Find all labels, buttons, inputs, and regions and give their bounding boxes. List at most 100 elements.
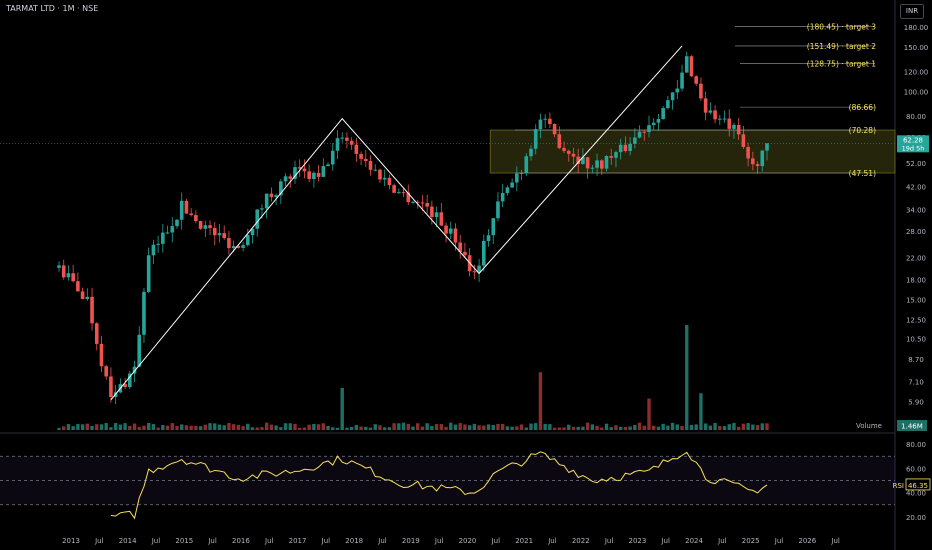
volume-bar	[416, 423, 420, 430]
volume-bar	[552, 427, 557, 430]
volume-bar	[633, 424, 637, 430]
time-tick-label: Jul	[377, 537, 387, 545]
volume-bar	[571, 426, 576, 430]
rsi-tick-label: 60.00	[906, 465, 926, 473]
price-tick-label: 10.50	[906, 335, 926, 343]
volume-bar	[751, 424, 755, 430]
candle	[519, 172, 524, 174]
time-tick-label: Jul	[717, 537, 727, 545]
candle	[151, 244, 156, 256]
volume-bar	[590, 424, 595, 430]
volume-bar	[467, 425, 472, 430]
volume-bar	[189, 425, 193, 430]
volume-bar	[722, 426, 727, 430]
candle	[66, 273, 71, 278]
candle	[609, 156, 614, 158]
candle	[566, 150, 571, 154]
volume-bar	[755, 425, 760, 430]
candle	[316, 172, 321, 177]
level-label: (47.51)	[849, 169, 876, 178]
candle	[656, 119, 661, 123]
volume-bar	[576, 426, 580, 430]
price-tick-label: 18.00	[906, 276, 926, 284]
volume-bar	[486, 424, 491, 430]
price-tick-label: 12.50	[906, 316, 926, 324]
volume-bar	[180, 424, 184, 430]
price-tick-label: 28.00	[906, 228, 926, 236]
candle	[590, 167, 595, 169]
volume-bar	[331, 427, 335, 430]
volume-bar	[269, 424, 274, 430]
rsi-tick-label: 80.00	[906, 441, 926, 449]
volume-bar	[406, 423, 410, 430]
candle	[170, 226, 175, 233]
volume-bar	[95, 424, 99, 430]
candle	[246, 235, 250, 246]
candle	[85, 296, 90, 300]
demand-zone	[489, 129, 896, 174]
volume-bar	[387, 427, 392, 430]
volume-bar	[227, 422, 231, 430]
volume-bar	[175, 425, 179, 430]
volume-bar	[515, 426, 519, 430]
time-tick-label: 2022	[572, 537, 590, 545]
volume-bar	[647, 398, 651, 430]
candle	[430, 206, 434, 218]
candle	[713, 110, 717, 120]
rsi-line	[110, 451, 768, 520]
volume-bar	[491, 424, 495, 430]
candle	[647, 125, 651, 133]
volume-bar	[642, 425, 646, 430]
candle	[326, 164, 330, 167]
candle	[397, 192, 401, 194]
time-tick-label: Jul	[491, 537, 501, 545]
volume-bar	[557, 427, 562, 430]
volume-bar	[90, 425, 94, 430]
volume-bar	[170, 423, 174, 430]
candle	[604, 156, 609, 169]
volume-bar	[510, 426, 514, 430]
volume-bar	[685, 325, 689, 430]
candle	[293, 167, 297, 179]
volume-bar	[670, 422, 675, 430]
candle	[751, 158, 755, 165]
candle	[203, 225, 208, 229]
last-price-countdown: 19d 5h	[902, 144, 925, 152]
volume-bar	[543, 423, 547, 430]
volume-bar	[302, 427, 307, 430]
candle	[236, 245, 241, 248]
candle	[255, 209, 260, 229]
volume-bar	[581, 426, 585, 430]
candle	[142, 291, 146, 335]
candle	[161, 232, 165, 244]
candle	[434, 212, 439, 218]
volume-bar	[500, 423, 505, 430]
volume-bar	[123, 423, 127, 430]
volume-bar	[57, 427, 61, 430]
volume-bar	[529, 423, 533, 430]
volume-bar	[208, 423, 212, 430]
volume-bar	[482, 425, 486, 430]
candle	[675, 88, 680, 93]
price-tick-label: 100.00	[904, 88, 929, 96]
currency-badge[interactable]: INR	[900, 4, 924, 19]
candle	[684, 56, 689, 73]
pattern-line	[110, 45, 683, 401]
price-tick-label: 22.00	[906, 254, 926, 262]
candle	[132, 366, 137, 374]
rsi-tick-label: 20.00	[906, 514, 926, 522]
volume-bar	[255, 427, 259, 430]
volume-bar	[316, 424, 321, 430]
candle	[241, 245, 245, 248]
volume-bar	[382, 427, 387, 430]
volume-bar	[264, 422, 269, 430]
candle	[486, 235, 491, 241]
candle	[198, 221, 203, 229]
time-tick-label: Jul	[774, 537, 784, 545]
candle	[699, 83, 703, 99]
price-tick-label: 120.00	[904, 68, 929, 76]
candle	[637, 131, 642, 138]
candle	[184, 200, 189, 214]
volume-bar	[203, 424, 208, 430]
